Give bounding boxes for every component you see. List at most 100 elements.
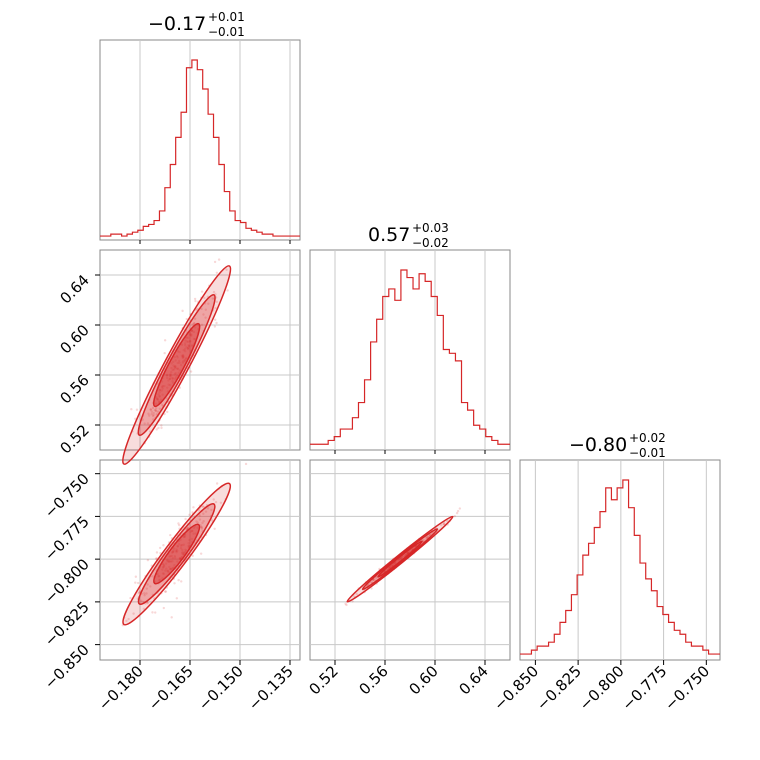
sample-point <box>455 511 459 515</box>
y-tick-label: −0.825 <box>41 598 93 650</box>
sample-point <box>458 507 462 510</box>
panel-hist-1 <box>99 39 301 241</box>
sample-point <box>194 299 197 303</box>
y-tick-label: −0.775 <box>41 513 93 565</box>
sample-point <box>136 581 140 585</box>
histogram-2 <box>310 269 510 445</box>
grid-2-1 <box>310 460 510 660</box>
x-tick-label: −0.180 <box>95 662 147 714</box>
sample-point <box>198 518 202 521</box>
sample-point <box>157 426 160 430</box>
sample-point <box>219 501 223 504</box>
sample-point <box>169 533 172 537</box>
title-minus-3: −0.01 <box>629 446 666 460</box>
sample-point <box>184 517 187 521</box>
sample-point <box>213 527 216 530</box>
sample-point <box>225 268 228 271</box>
sample-point <box>422 538 425 542</box>
sample-point <box>193 297 197 301</box>
sample-point <box>453 514 456 518</box>
sample-point <box>164 590 168 593</box>
title-param-2: 0.57 +0.03 −0.02 <box>368 221 449 250</box>
sample-point <box>193 317 197 320</box>
sample-point <box>191 554 194 558</box>
x-tick-label: −0.165 <box>145 662 197 714</box>
sample-point <box>155 551 159 554</box>
sample-point <box>163 351 166 355</box>
sample-point <box>200 323 204 327</box>
title-plus-3: +0.02 <box>629 431 666 445</box>
sample-point <box>212 290 216 294</box>
sample-point <box>214 318 217 321</box>
sample-point <box>165 397 168 400</box>
sample-point <box>149 408 152 411</box>
sample-point <box>214 500 218 504</box>
sample-point <box>199 552 203 555</box>
sample-point <box>456 509 460 513</box>
sample-point <box>154 557 158 560</box>
title-plus-1: +0.01 <box>208 10 245 24</box>
sample-point <box>442 522 445 526</box>
sample-point <box>374 576 378 580</box>
sample-point <box>160 424 163 427</box>
title-value-3: −0.80 <box>569 434 627 456</box>
sample-point <box>202 313 205 316</box>
y-tick-label: 0.64 <box>56 271 92 307</box>
sample-point <box>212 498 215 501</box>
y-tick-label: 0.52 <box>56 421 92 457</box>
panel-hist-2 <box>309 249 511 451</box>
sample-point <box>192 506 195 509</box>
x-tick-label: 0.64 <box>455 662 491 698</box>
sample-point <box>154 611 157 614</box>
sample-point <box>142 607 146 611</box>
x-tick-label: 0.56 <box>355 662 391 698</box>
title-minus-2: −0.02 <box>412 236 449 250</box>
sample-point <box>149 408 152 411</box>
y-tick-label: 0.56 <box>56 371 92 407</box>
sample-point <box>204 316 207 319</box>
sample-point <box>428 533 432 536</box>
x-tick-label: −0.825 <box>533 662 585 714</box>
y-tick-label: −0.750 <box>41 470 93 522</box>
sample-point <box>137 591 141 595</box>
sample-point <box>161 403 164 407</box>
sample-point <box>206 507 210 510</box>
sample-point <box>210 508 213 512</box>
title-param-3: −0.80 +0.02 −0.01 <box>569 431 666 460</box>
panel-hist-3 <box>519 459 721 661</box>
sample-point <box>446 519 449 523</box>
sample-point <box>442 522 446 526</box>
sample-point <box>150 412 153 416</box>
sample-point <box>201 505 204 508</box>
title-minus-1: −0.01 <box>208 25 245 39</box>
grid-0-0 <box>139 40 291 240</box>
sample-point <box>203 296 206 300</box>
sample-point <box>345 603 348 607</box>
sample-point <box>173 582 176 585</box>
sample-point <box>162 606 166 610</box>
sample-point <box>204 308 207 311</box>
sample-point <box>146 602 149 605</box>
sample-point <box>158 546 162 550</box>
sample-point <box>152 413 155 417</box>
title-value-2: 0.57 <box>368 224 410 246</box>
sample-point <box>191 323 194 326</box>
sample-point <box>149 585 152 588</box>
sample-point <box>211 297 214 300</box>
sample-point <box>158 407 162 410</box>
panel-scatter-2-1 <box>99 249 301 451</box>
sample-point <box>152 411 155 415</box>
grid-1-0 <box>100 250 300 450</box>
sample-point <box>204 510 208 513</box>
sample-point <box>147 412 150 415</box>
histogram-1 <box>100 59 300 237</box>
x-tick-label: −0.135 <box>245 662 297 714</box>
x-tick-label: 0.60 <box>405 662 441 698</box>
sample-point <box>170 616 173 619</box>
sample-point <box>143 422 146 425</box>
sample-point <box>175 597 179 600</box>
sample-point <box>150 410 154 413</box>
sample-point <box>215 300 219 304</box>
grid-2-0 <box>100 460 300 660</box>
sample-point <box>202 512 205 515</box>
